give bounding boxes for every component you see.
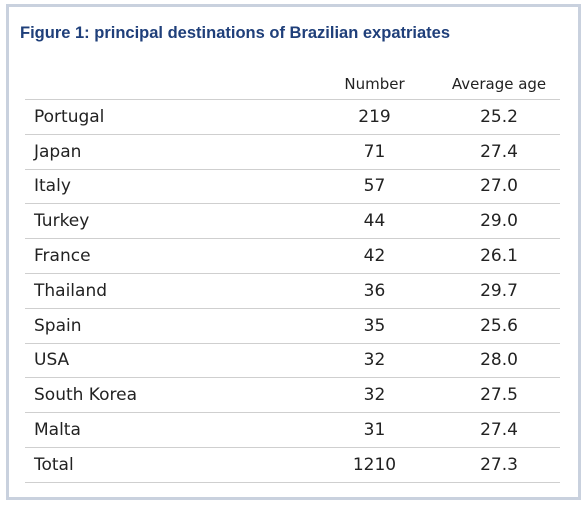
table-row: Malta 31 27.4: [25, 412, 560, 448]
average-age-cell: 27.4: [438, 134, 560, 170]
country-cell: South Korea: [25, 377, 311, 414]
column-header-average-age: Average age: [438, 69, 560, 100]
table-row: France 42 26.1: [25, 238, 560, 274]
number-cell: 57: [311, 169, 438, 205]
country-cell: Portugal: [25, 99, 311, 135]
number-cell: 35: [311, 308, 438, 344]
average-age-cell: 25.2: [438, 99, 560, 135]
country-cell: Spain: [25, 308, 311, 344]
average-age-cell: 25.6: [438, 308, 560, 344]
number-cell: 32: [311, 343, 438, 379]
number-cell: 36: [311, 273, 438, 309]
number-cell: 71: [311, 134, 438, 170]
country-cell: Italy: [25, 169, 311, 205]
destinations-table: Number Average age Portugal 219 25.2 Japan 7…: [25, 69, 560, 483]
table-row: South Korea 32 27.5: [25, 377, 560, 414]
country-cell: Total: [25, 447, 311, 483]
table-total-row: Total 1210 27.3: [25, 447, 560, 483]
country-cell: Malta: [25, 412, 311, 448]
average-age-cell: 27.4: [438, 412, 560, 448]
table-row: USA 32 28.0: [25, 343, 560, 379]
table-row: Turkey 44 29.0: [25, 203, 560, 240]
number-cell: 32: [311, 377, 438, 414]
average-age-cell: 27.3: [438, 447, 560, 483]
average-age-cell: 27.0: [438, 169, 560, 205]
table-header-row: Number Average age: [25, 69, 560, 100]
table-row: Italy 57 27.0: [25, 169, 560, 205]
country-cell: USA: [25, 343, 311, 379]
column-header-number: Number: [311, 69, 438, 100]
number-cell: 1210: [311, 447, 438, 483]
table-row: Thailand 36 29.7: [25, 273, 560, 309]
table-row: Japan 71 27.4: [25, 134, 560, 170]
average-age-cell: 27.5: [438, 377, 560, 414]
number-cell: 31: [311, 412, 438, 448]
average-age-cell: 26.1: [438, 238, 560, 274]
number-cell: 42: [311, 238, 438, 274]
column-header-country: [25, 69, 311, 100]
table-row: Spain 35 25.6: [25, 308, 560, 344]
country-cell: Turkey: [25, 203, 311, 240]
number-cell: 219: [311, 99, 438, 135]
average-age-cell: 28.0: [438, 343, 560, 379]
country-cell: France: [25, 238, 311, 274]
average-age-cell: 29.7: [438, 273, 560, 309]
number-cell: 44: [311, 203, 438, 240]
country-cell: Thailand: [25, 273, 311, 309]
figure-title: Figure 1: principal destinations of Braz…: [20, 24, 451, 42]
average-age-cell: 29.0: [438, 203, 560, 240]
table-row: Portugal 219 25.2: [25, 99, 560, 135]
figure-frame: Figure 1: principal destinations of Braz…: [6, 4, 581, 500]
country-cell: Japan: [25, 134, 311, 170]
